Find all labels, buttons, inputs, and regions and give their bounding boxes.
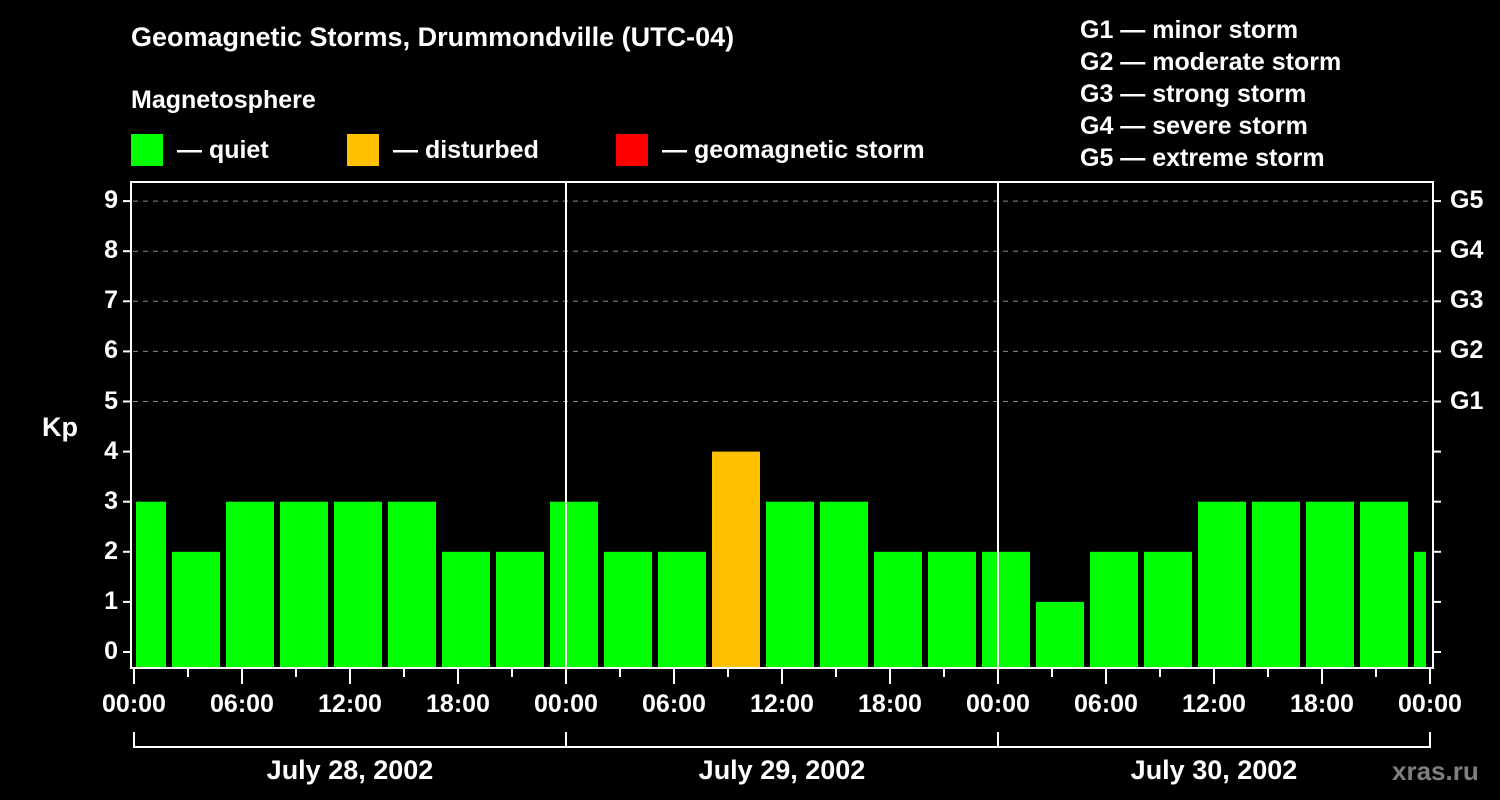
date-bracket — [565, 732, 999, 748]
legend-storm-label: — geomagnetic storm — [662, 135, 925, 164]
kp-bar — [820, 501, 868, 668]
legend-disturbed: — disturbed — [347, 134, 539, 166]
storm-swatch — [616, 134, 648, 166]
kp-bar — [442, 551, 490, 668]
x-tick-label: 06:00 — [642, 690, 706, 718]
kp-bar — [982, 551, 1030, 668]
y-tick-label: 0 — [104, 637, 118, 665]
storm-scale-g2: G2 — moderate storm — [1080, 48, 1342, 76]
g-scale-label: G3 — [1450, 286, 1484, 315]
legend-storm: — geomagnetic storm — [616, 134, 925, 166]
y-axis-label: Kp — [42, 412, 78, 442]
y-tick-label: 4 — [104, 436, 118, 465]
kp-bar — [1360, 501, 1408, 668]
date-bracket — [133, 732, 567, 748]
x-tick-label: 12:00 — [318, 690, 382, 718]
legend-disturbed-label: — disturbed — [393, 135, 539, 164]
kp-bar — [1252, 501, 1300, 668]
x-tick-label: 06:00 — [1074, 690, 1138, 718]
chart-title: Geomagnetic Storms, Drummondville (UTC-0… — [131, 22, 735, 52]
y-tick-label: 9 — [104, 186, 118, 215]
kp-bar — [1090, 551, 1138, 668]
g-scale-label: G4 — [1450, 236, 1484, 265]
x-tick-label: 12:00 — [750, 690, 814, 718]
storm-scale-g1: G1 — minor storm — [1080, 16, 1299, 44]
y-tick-label: 1 — [104, 586, 118, 615]
kp-bar — [172, 551, 220, 668]
kp-bar — [928, 551, 976, 668]
storm-scale-g3: G3 — strong storm — [1080, 80, 1307, 108]
legend-title: Magnetosphere — [131, 86, 316, 114]
legend-quiet: — quiet — [131, 134, 269, 166]
x-tick-label: 18:00 — [858, 690, 922, 718]
y-tick-label: 3 — [104, 486, 118, 515]
x-tick-label: 00:00 — [1398, 690, 1462, 718]
kp-bar — [550, 501, 598, 668]
date-label: July 29, 2002 — [698, 755, 866, 785]
kp-bar — [604, 551, 652, 668]
date-label: July 28, 2002 — [266, 755, 434, 785]
y-tick-label: 8 — [104, 236, 118, 265]
kp-bar — [1144, 551, 1192, 668]
watermark: xras.ru — [1392, 756, 1479, 786]
y-tick-label: 6 — [104, 336, 118, 365]
kp-bar — [874, 551, 922, 668]
kp-bar — [766, 501, 814, 668]
kp-bar — [1306, 501, 1354, 668]
date-bracket — [997, 732, 1431, 748]
x-tick-label: 06:00 — [210, 690, 274, 718]
disturbed-swatch — [347, 134, 379, 166]
x-tick-label: 12:00 — [1182, 690, 1246, 718]
kp-bar — [226, 501, 274, 668]
kp-bar — [280, 501, 328, 668]
legend-quiet-label: — quiet — [177, 135, 269, 164]
x-tick-label: 00:00 — [966, 690, 1030, 718]
x-tick-label: 00:00 — [534, 690, 598, 718]
g-scale-label: G1 — [1450, 386, 1484, 415]
g-scale-label: G2 — [1450, 336, 1484, 365]
kp-bar — [496, 551, 544, 668]
x-tick-label: 18:00 — [426, 690, 490, 718]
y-tick-label: 2 — [104, 536, 118, 565]
y-tick-label: 5 — [104, 386, 118, 415]
kp-bar — [388, 501, 436, 668]
kp-bar — [334, 501, 382, 668]
date-label: July 30, 2002 — [1130, 755, 1298, 785]
storm-scale-g4: G4 — severe storm — [1080, 112, 1308, 140]
y-tick-label: 7 — [104, 286, 118, 315]
x-tick-label: 00:00 — [102, 690, 166, 718]
kp-bar — [1414, 551, 1426, 668]
storm-scale-legend: G1 — minor storm G2 — moderate storm G3 … — [1080, 14, 1341, 174]
kp-bar — [658, 551, 706, 668]
storm-scale-g5: G5 — extreme storm — [1080, 144, 1325, 172]
kp-bar — [1036, 601, 1084, 668]
kp-bar — [136, 501, 166, 668]
kp-bar — [712, 451, 760, 668]
g-scale-label: G5 — [1450, 186, 1484, 215]
quiet-swatch — [131, 134, 163, 166]
x-tick-label: 18:00 — [1290, 690, 1354, 718]
kp-bar — [1198, 501, 1246, 668]
